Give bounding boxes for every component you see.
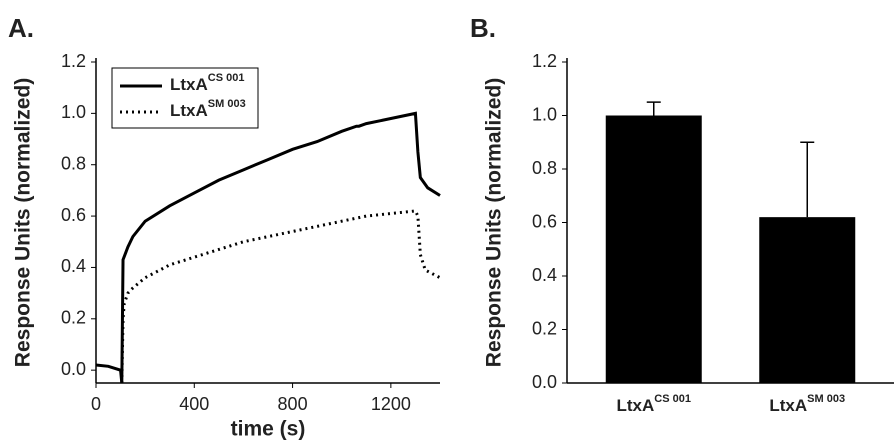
panel-label: B. <box>470 13 496 43</box>
x-tick-label: LtxACS 001 <box>617 393 691 416</box>
bar <box>759 217 856 383</box>
y-tick-label: 0.6 <box>61 205 86 225</box>
legend-label: LtxASM 003 <box>170 98 246 121</box>
bar <box>605 115 702 383</box>
label-main: LtxA <box>170 101 208 120</box>
y-tick-label: 0.0 <box>61 359 86 379</box>
y-tick-label: 0.4 <box>532 265 557 285</box>
y-tick-label: 0.6 <box>532 211 557 231</box>
x-tick-label: 800 <box>278 394 308 414</box>
label-sup: SM 003 <box>208 98 246 110</box>
y-tick-label: 0.8 <box>532 158 557 178</box>
y-tick-label: 0.2 <box>61 308 86 328</box>
x-tick-label: LtxASM 003 <box>769 393 845 416</box>
label-sup: CS 001 <box>208 72 245 84</box>
x-axis-label: time (s) <box>231 418 306 441</box>
panel-label: A. <box>8 13 34 43</box>
y-tick-label: 0.4 <box>61 256 86 276</box>
y-tick-label: 1.2 <box>61 51 86 71</box>
data-line <box>120 209 441 384</box>
label-main: LtxA <box>617 396 655 415</box>
label-sup: SM 003 <box>807 393 845 405</box>
label-sup: CS 001 <box>654 393 691 405</box>
y-tick-label: 0.8 <box>61 153 86 173</box>
legend-box <box>111 67 259 129</box>
x-tick-label: 1200 <box>371 394 411 414</box>
label-main: LtxA <box>170 75 208 94</box>
y-tick-label: 0.0 <box>532 372 557 392</box>
data-line <box>95 111 441 384</box>
legend-label: LtxACS 001 <box>170 72 244 95</box>
y-tick-label: 0.2 <box>532 318 557 338</box>
x-tick-label: 0 <box>91 394 101 414</box>
x-tick-label: 400 <box>179 394 209 414</box>
y-tick-label: 1.0 <box>532 104 557 124</box>
label-main: LtxA <box>769 396 807 415</box>
y-tick-label: 1.2 <box>532 51 557 71</box>
y-axis-label: Response Units (normalized) <box>483 78 506 367</box>
y-tick-label: 1.0 <box>61 102 86 122</box>
y-axis-label: Response Units (normalized) <box>12 78 35 367</box>
